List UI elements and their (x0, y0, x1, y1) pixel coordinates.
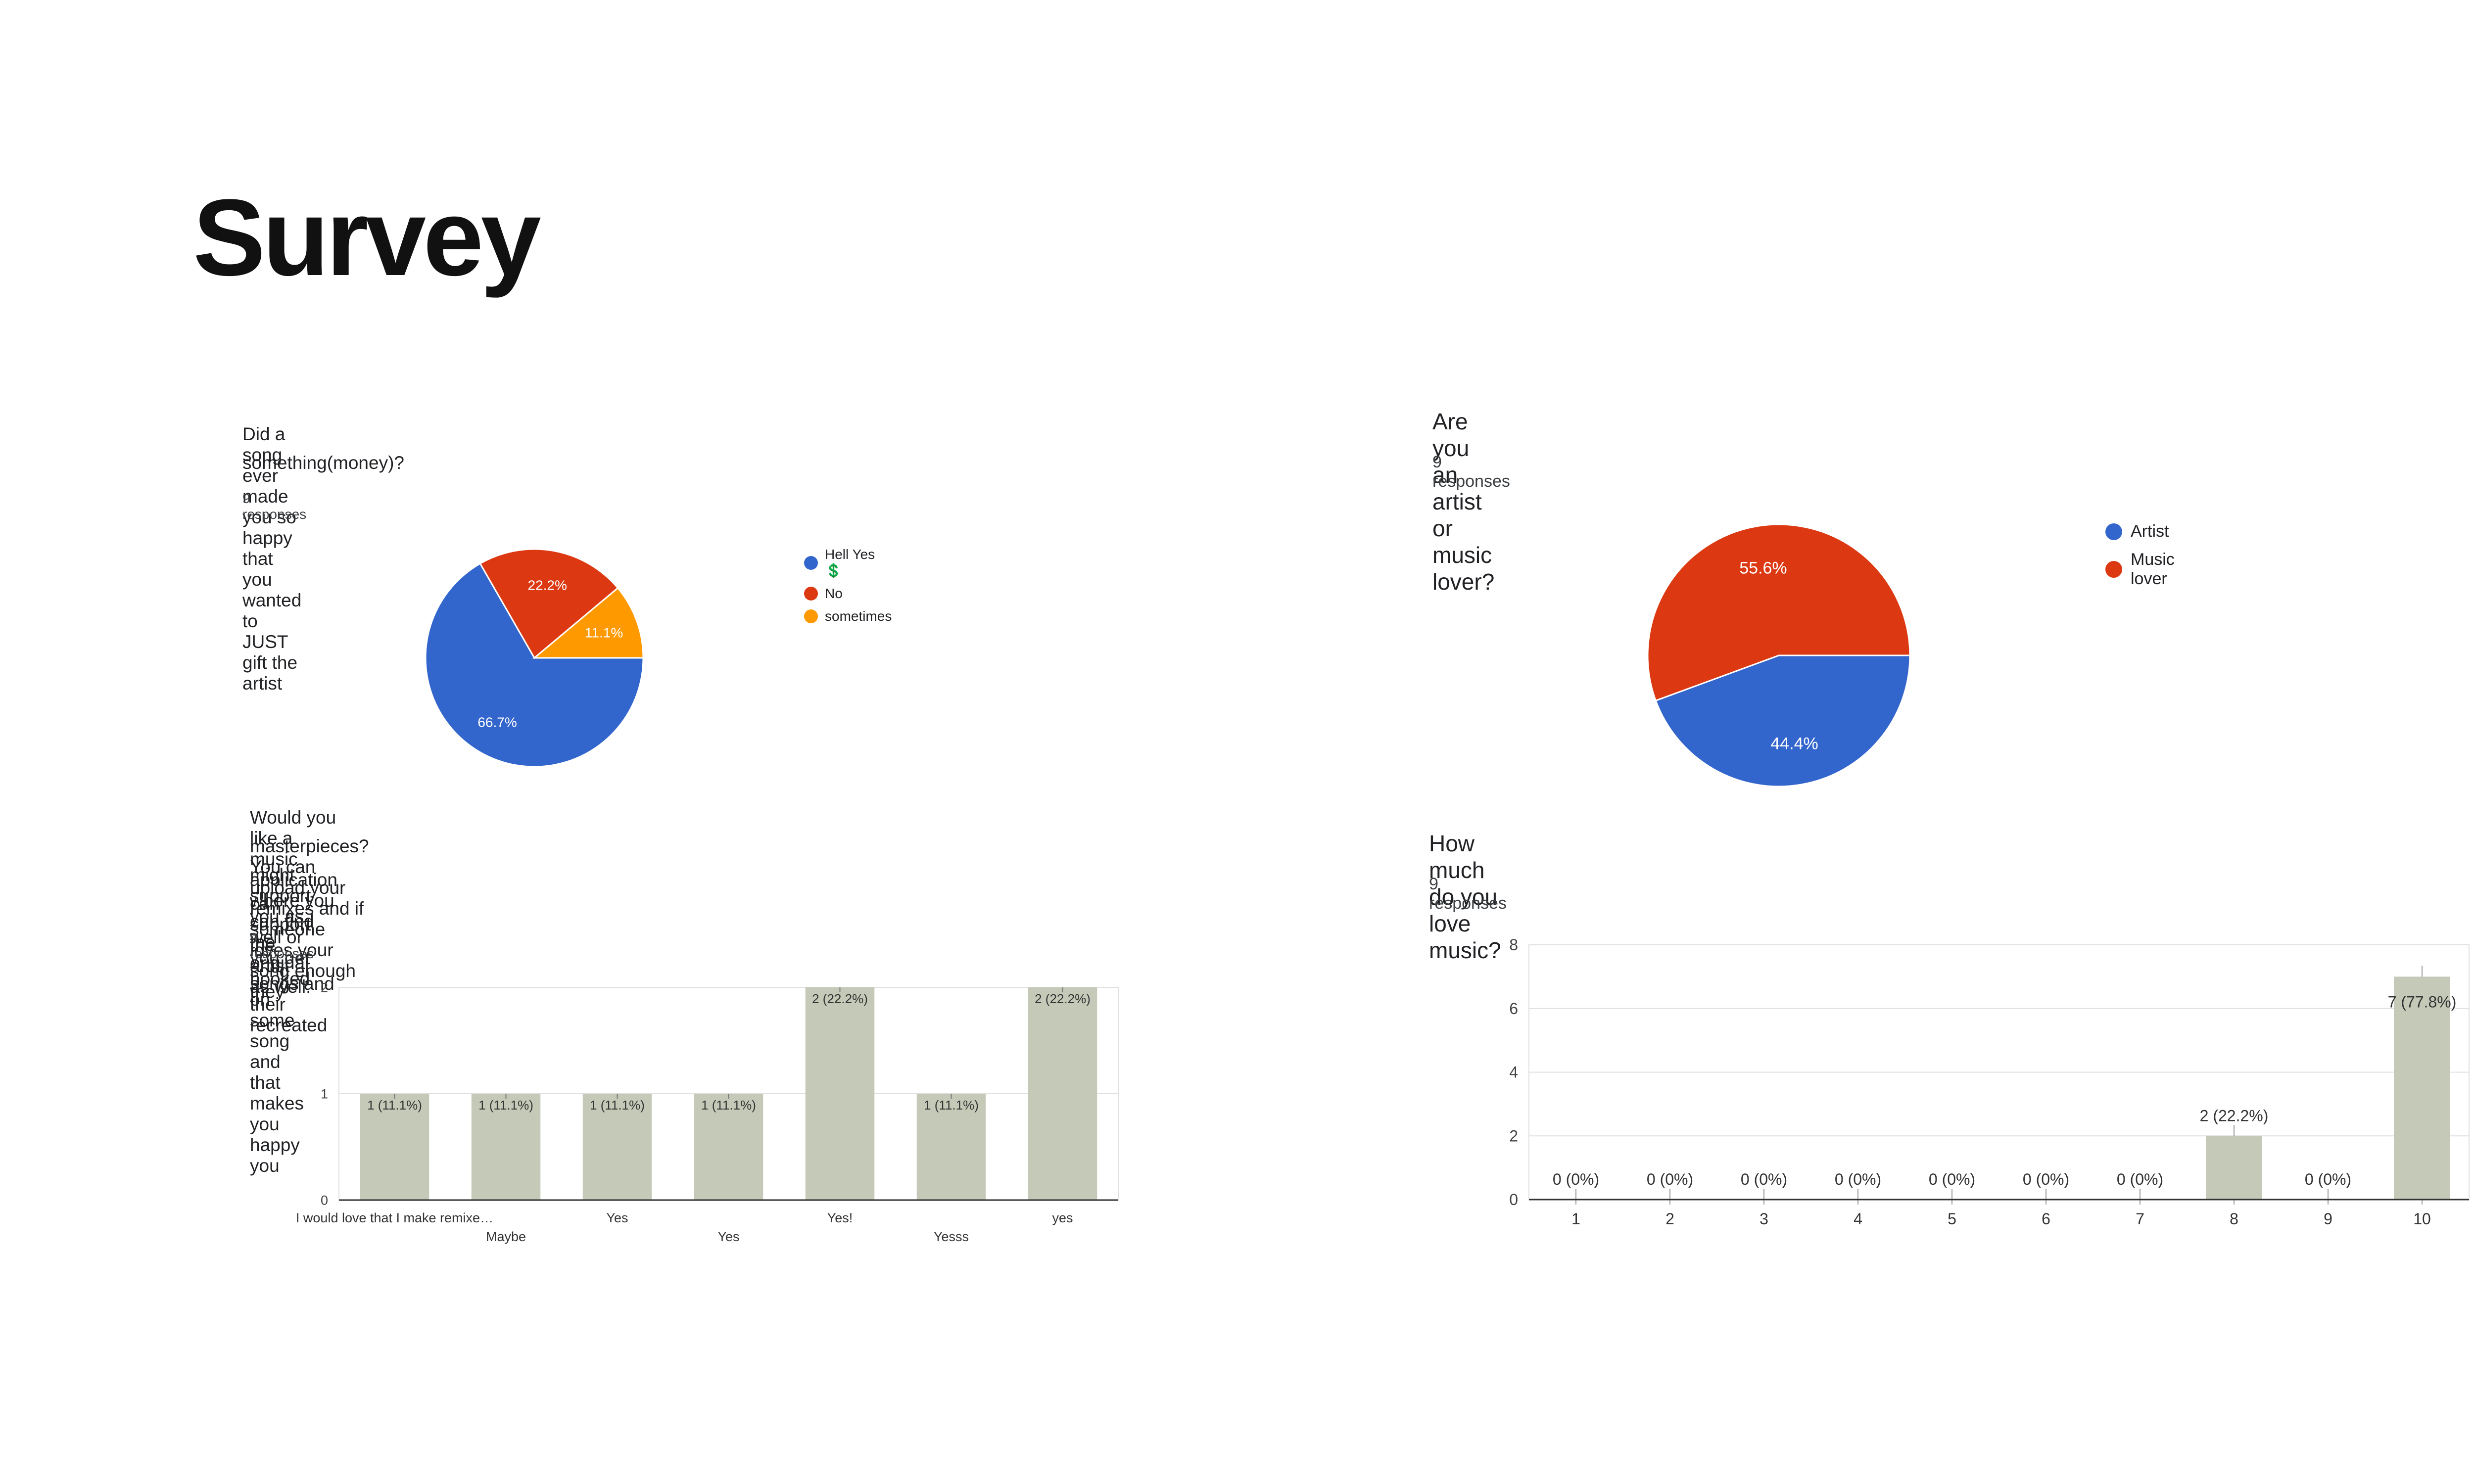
q3-title-line1: Would you like a music application where… (250, 807, 337, 1035)
y-tick-label: 2 (1509, 1127, 1518, 1145)
legend-item-2: sometimes (804, 608, 892, 624)
legend-swatch (804, 587, 818, 601)
legend-label: No (825, 586, 843, 601)
x-tick-label-2: Yes (606, 1210, 628, 1225)
bar-9 (2394, 976, 2450, 1200)
q1-title-line1: Did a song ever made you so happy that y… (242, 424, 302, 694)
bar-data-label-8: 0 (0%) (2305, 1170, 2351, 1188)
bar-data-label-5: 1 (11.1%) (924, 1098, 979, 1113)
bar-data-label-7: 2 (22.2%) (2200, 1107, 2269, 1124)
bar-6 (1028, 987, 1097, 1200)
pie-data-label-0: 66.7% (477, 714, 517, 730)
bar-1 (471, 1094, 541, 1200)
bar-2 (582, 1094, 652, 1200)
bar-data-label-6: 0 (0%) (2117, 1170, 2163, 1188)
bar-5 (916, 1094, 986, 1200)
bar-7 (2206, 1136, 2262, 1200)
y-tick-label: 1 (321, 1086, 328, 1101)
q3-responses: 9 responses (250, 930, 314, 961)
q3-title-line4: can support the artist as well. (250, 893, 311, 997)
x-tick-label-0: I would love that I make remixe… (296, 1210, 493, 1225)
bar-0 (360, 1094, 429, 1200)
x-tick-label-3: Yes (717, 1229, 739, 1244)
x-tick-label-6: 7 (2136, 1210, 2144, 1228)
q2-pie-chart: 44.4% 55.6% (1647, 523, 1911, 788)
legend-item-1: Music lover (2105, 550, 2175, 589)
slide-title: Survey (193, 177, 541, 298)
q1-title-line2: something(money)? (242, 453, 404, 473)
x-tick-label-4: 5 (1948, 1210, 1956, 1228)
pie-slice-1 (1647, 523, 1911, 702)
bar-data-label-4: 0 (0%) (1929, 1170, 1975, 1188)
bar-data-label-5: 0 (0%) (2023, 1170, 2069, 1188)
legend-item-0: Artist (2105, 522, 2175, 541)
q2-responses: 9 responses (1432, 453, 1510, 491)
pie-slice-0 (425, 562, 644, 768)
bar-data-label-2: 1 (11.1%) (590, 1098, 645, 1113)
legend-swatch (2105, 561, 2122, 578)
pie-slice-1 (479, 548, 619, 659)
y-tick-label: 0 (321, 1193, 328, 1207)
q1-legend: Hell Yes 💲 No sometimes (804, 547, 892, 631)
pie-data-label-1: 22.2% (527, 578, 567, 593)
legend-swatch (2105, 523, 2122, 540)
q1-responses: 9 responses (242, 491, 307, 522)
bar-data-label-1: 1 (11.1%) (478, 1098, 533, 1113)
bar-data-label-1: 0 (0%) (1647, 1170, 1693, 1188)
q1-pie-chart: 66.7% 22.2% 11.1% (425, 548, 644, 768)
pie-data-label-0: 44.4% (1770, 734, 1818, 753)
y-tick-label: 6 (1509, 1000, 1518, 1018)
q4-responses: 9 responses (1429, 875, 1507, 913)
x-tick-label-7: 8 (2230, 1210, 2238, 1228)
legend-swatch (804, 556, 818, 570)
x-tick-label-0: 1 (1571, 1210, 1580, 1228)
x-tick-label-2: 3 (1760, 1210, 1768, 1228)
q3-bar-chart: 0 1 2 1 (11.1%) I would love that I make rem… (296, 980, 1119, 1244)
q4-title: How much do you love music? (1429, 831, 1501, 963)
legend-swatch (804, 609, 818, 623)
legend-label: Hell Yes 💲 (825, 547, 875, 578)
legend-label: Music lover (2131, 550, 2175, 588)
bar-data-label-0: 1 (11.1%) (367, 1098, 422, 1113)
pie-slice-0 (1655, 654, 1911, 788)
y-tick-label: 2 (321, 980, 328, 995)
bar-data-label-6: 2 (22.2%) (1035, 991, 1091, 1006)
legend-item-0: Hell Yes 💲 (804, 547, 892, 579)
q2-legend: Artist Music lover (2105, 522, 2175, 598)
legend-label: sometimes (825, 608, 892, 624)
x-tick-label-9: 10 (2413, 1210, 2431, 1228)
legend-item-1: No (804, 586, 892, 602)
x-tick-label-5: Yesss (934, 1229, 969, 1244)
x-tick-label-4: Yes! (827, 1210, 853, 1225)
bar-data-label-4: 2 (22.2%) (812, 991, 868, 1006)
x-tick-label-5: 6 (2042, 1210, 2050, 1228)
pie-data-label-1: 55.6% (1739, 558, 1787, 577)
bar-data-label-0: 0 (0%) (1553, 1170, 1599, 1188)
q3-title-line3: might support you as well or you get hoo… (250, 865, 311, 1176)
q2-title: Are you an artist or music lover? (1432, 409, 1495, 595)
pie-slice-2 (532, 587, 644, 659)
x-tick-label-3: 4 (1854, 1210, 1862, 1228)
bar-data-label-3: 0 (0%) (1835, 1170, 1881, 1188)
bar-3 (694, 1094, 763, 1200)
q4-bar-chart: 0 2 4 6 8 0 (0%) 1 0 (0%) 2 0 (0%) 3 0 (0%) 4 0 (0%) 5… (1509, 936, 2470, 1228)
legend-label: Artist (2131, 522, 2169, 541)
y-tick-label: 0 (1509, 1191, 1518, 1208)
pie-data-label-2: 11.1% (585, 625, 623, 641)
y-tick-label: 8 (1509, 936, 1518, 954)
bar-data-label-2: 0 (0%) (1741, 1170, 1787, 1188)
q3-title-line2: masterpieces? You can upload your remixe… (250, 836, 369, 1002)
bar-4 (805, 987, 875, 1200)
x-tick-label-1: Maybe (486, 1229, 526, 1244)
bar-data-label-3: 1 (11.1%) (701, 1098, 756, 1113)
y-tick-label: 4 (1509, 1064, 1518, 1081)
bar-data-label-9: 7 (77.8%) (2388, 993, 2457, 1011)
x-tick-label-8: 9 (2324, 1210, 2332, 1228)
x-tick-label-1: 2 (1665, 1210, 1674, 1228)
x-tick-label-6: yes (1052, 1210, 1073, 1225)
